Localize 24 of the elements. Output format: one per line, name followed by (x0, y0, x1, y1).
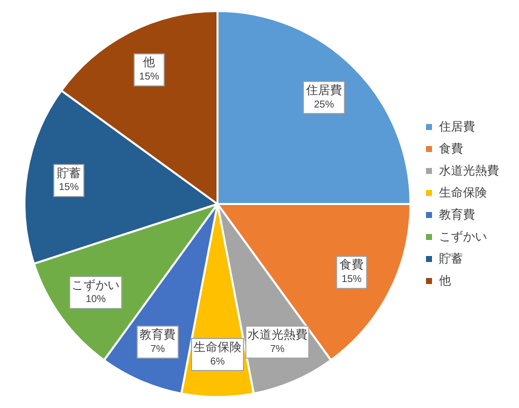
data-label: 25% (314, 99, 334, 110)
data-label: 7% (150, 344, 166, 355)
legend-label: 他 (439, 273, 451, 288)
data-label: 15% (342, 274, 362, 286)
slice-label: 水道光熱費 (247, 327, 308, 342)
legend-label: 生命保険 (439, 185, 487, 200)
legend-label: 住居費 (438, 119, 475, 134)
data-label: 10% (86, 294, 106, 306)
legend-label: 食費 (439, 141, 463, 156)
data-label: 7% (270, 344, 285, 355)
slice-label: 他 (143, 55, 156, 70)
data-label: 15% (58, 182, 79, 194)
legend-label: こずかい (439, 229, 487, 244)
data-label: 15% (139, 72, 160, 83)
slice-label: 教育費 (140, 327, 176, 342)
legend-label: 教育費 (439, 207, 475, 222)
legend-label: 貯蓄 (439, 251, 463, 266)
slice-label: 生命保険 (194, 340, 242, 354)
slice-label: 住居費 (304, 82, 342, 97)
slice-label: 貯蓄 (56, 166, 81, 180)
legend-label: 水道光熱費 (439, 163, 499, 178)
slice-label: 食費 (340, 258, 364, 272)
data-label: 6% (210, 356, 225, 368)
slice-label: こずかい (72, 278, 120, 292)
